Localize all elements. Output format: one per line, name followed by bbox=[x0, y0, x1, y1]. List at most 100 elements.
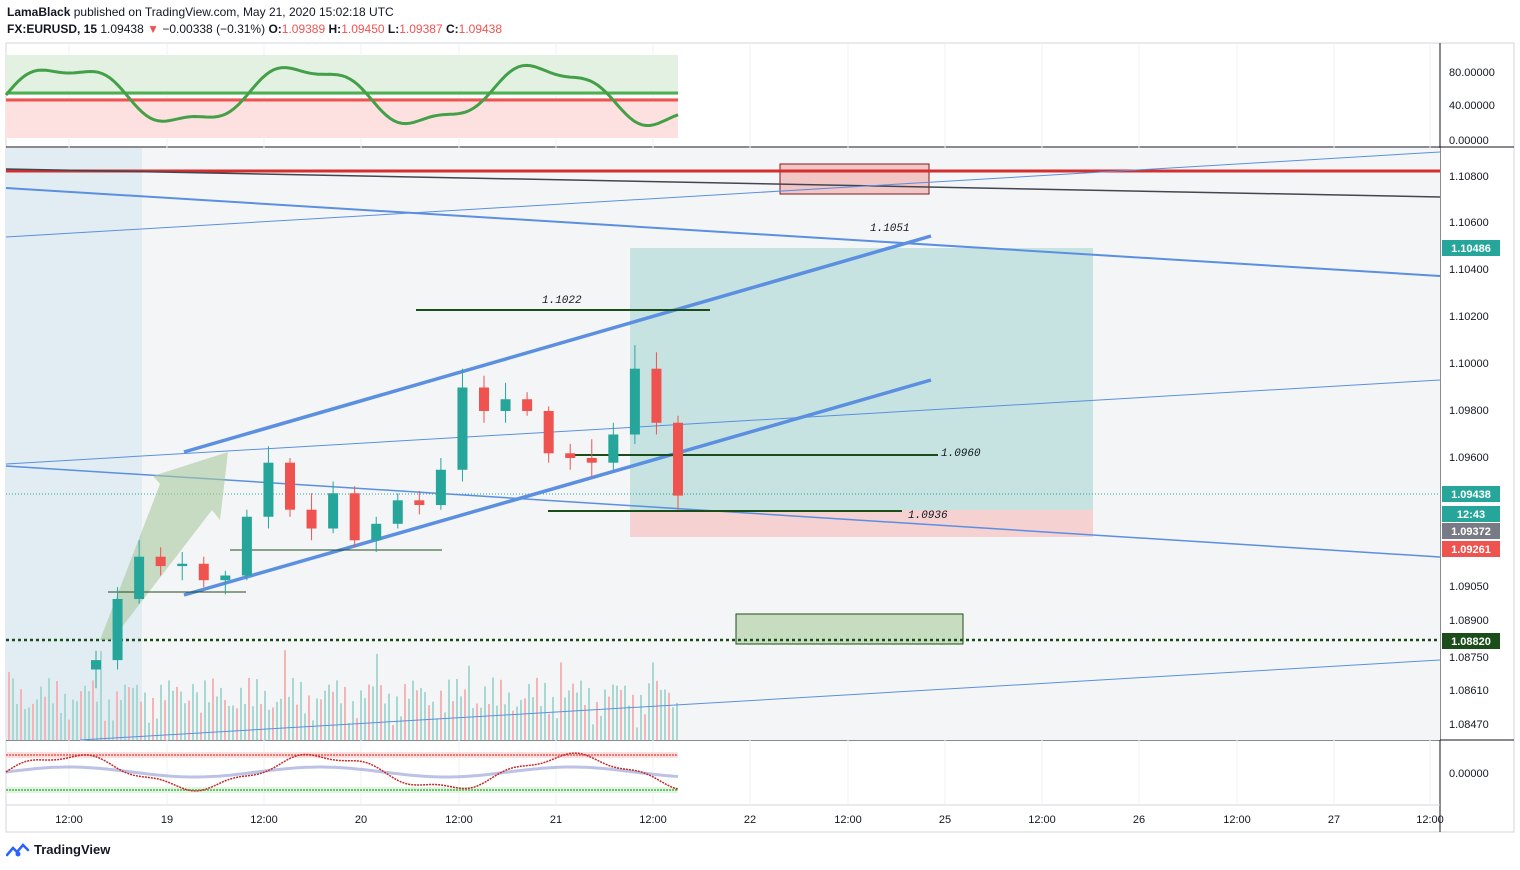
volume-bar bbox=[484, 686, 486, 740]
volume-bar bbox=[412, 680, 414, 740]
volume-bar bbox=[632, 694, 634, 740]
projection-arrow[interactable] bbox=[100, 452, 228, 640]
volume-bar bbox=[576, 692, 578, 740]
price-tick-label: 1.10000 bbox=[1449, 358, 1489, 370]
candle-body bbox=[414, 500, 425, 505]
osc-bottom-band bbox=[5, 765, 679, 779]
author-name[interactable]: LamaBlack bbox=[7, 5, 71, 19]
channel-lower[interactable] bbox=[183, 378, 932, 597]
volume-bar bbox=[288, 696, 290, 740]
price-tag-label: 1.09372 bbox=[1451, 526, 1491, 538]
time-tick-label: 12:00 bbox=[1028, 814, 1056, 826]
volume-bar bbox=[356, 718, 358, 740]
long-position-target-zone[interactable] bbox=[630, 248, 1093, 510]
candle-body bbox=[392, 500, 403, 524]
trendline-descending-upper[interactable] bbox=[5, 187, 1441, 277]
low-label: L: bbox=[387, 22, 400, 36]
price-tick-label: 1.08900 bbox=[1449, 615, 1489, 627]
volume-bar bbox=[128, 687, 130, 740]
candle-body bbox=[586, 458, 597, 463]
volume-bar bbox=[32, 703, 34, 740]
volume-bar bbox=[44, 696, 46, 740]
volume-bar bbox=[568, 690, 570, 740]
volume-bar bbox=[536, 677, 538, 740]
price-tag-bg bbox=[1442, 523, 1500, 539]
price-tick-label: 1.09800 bbox=[1449, 405, 1489, 417]
annotation-0936[interactable]: 1.0936 bbox=[908, 510, 948, 522]
candle-body bbox=[457, 387, 468, 470]
volume-bar bbox=[292, 677, 294, 740]
price-tick-label: 1.10200 bbox=[1449, 311, 1489, 323]
candle-body bbox=[155, 556, 166, 567]
price-tag-label: 12:43 bbox=[1457, 509, 1485, 521]
brand-footer[interactable]: TradingView bbox=[6, 842, 110, 857]
brand-name: TradingView bbox=[34, 842, 111, 857]
osc-top-curve bbox=[4, 63, 679, 127]
open-value: 1.09389 bbox=[281, 22, 326, 36]
trendline-ascending-bottom[interactable] bbox=[79, 659, 1441, 741]
channel-upper[interactable] bbox=[183, 234, 932, 454]
volume-bar bbox=[504, 704, 506, 740]
volume-bar bbox=[548, 713, 550, 740]
time-tick-label: 27 bbox=[1328, 814, 1340, 826]
candle-body bbox=[522, 399, 533, 411]
price-tag-label: 1.10486 bbox=[1451, 243, 1491, 255]
candle-body bbox=[651, 368, 662, 423]
volume-bar bbox=[204, 680, 206, 740]
volume-bar bbox=[640, 694, 642, 740]
long-position-stop-zone[interactable] bbox=[630, 510, 1093, 537]
price-axis[interactable]: 1.10800 1.10600 1.10400 1.10200 1.10000 1.098… bbox=[1449, 171, 1489, 731]
volume-bar bbox=[8, 672, 10, 740]
volume-bar bbox=[60, 712, 62, 740]
volume-bar bbox=[464, 689, 466, 740]
candle-body bbox=[112, 599, 123, 661]
price-tag-bg bbox=[1442, 541, 1500, 557]
volume-bar bbox=[648, 683, 650, 740]
supply-zone[interactable] bbox=[779, 163, 930, 195]
time-tick-label: 12:00 bbox=[1223, 814, 1251, 826]
volume-bar bbox=[360, 690, 362, 740]
volume-bar bbox=[160, 684, 162, 740]
price-tag-bg bbox=[1442, 633, 1500, 649]
open-label: O: bbox=[268, 22, 282, 36]
price-tick-label: 1.10400 bbox=[1449, 264, 1489, 276]
osc-top-tick-label: 0.00000 bbox=[1449, 135, 1489, 147]
volume-bar bbox=[328, 684, 330, 740]
volume-bar bbox=[252, 706, 254, 740]
volume-bar bbox=[660, 689, 662, 740]
symbol-label: FX:EURUSD, 15 bbox=[7, 22, 98, 36]
volume-bar bbox=[196, 692, 198, 740]
volume-bar bbox=[140, 701, 142, 740]
volume-bar bbox=[68, 719, 70, 740]
trendline-ascending-thin-2[interactable] bbox=[5, 379, 1441, 465]
time-tick-label: 12:00 bbox=[639, 814, 667, 826]
tradingview-logo-icon bbox=[6, 842, 30, 856]
candle-body bbox=[500, 399, 511, 411]
volume-bar bbox=[256, 679, 258, 740]
volume-bar bbox=[420, 688, 422, 740]
annotation-0960[interactable]: 1.0960 bbox=[941, 448, 981, 460]
volume-bar bbox=[652, 662, 654, 740]
candle-body bbox=[285, 462, 295, 510]
volume-bar bbox=[528, 683, 530, 740]
volume-bar bbox=[28, 707, 30, 740]
annotation-1022[interactable]: 1.1022 bbox=[542, 295, 582, 307]
trendline-ascending-thin-1[interactable] bbox=[5, 151, 1441, 238]
time-axis[interactable]: 12:00 19 12:00 20 12:00 21 12:00 22 12:00 25 12:00… bbox=[55, 814, 1444, 826]
price-candles bbox=[91, 345, 683, 689]
volume-bar bbox=[216, 696, 218, 740]
volume-bar bbox=[284, 650, 286, 740]
volume-bars bbox=[8, 650, 678, 740]
volume-bar bbox=[244, 703, 246, 740]
time-tick-label: 12:00 bbox=[445, 814, 473, 826]
volume-bar bbox=[212, 678, 214, 740]
trendline-dark[interactable] bbox=[5, 168, 1441, 198]
volume-bar bbox=[396, 696, 398, 740]
volume-bar bbox=[88, 691, 90, 740]
price-tag-bg bbox=[1442, 240, 1500, 256]
price-tick-label: 1.10800 bbox=[1449, 171, 1489, 183]
volume-bar bbox=[620, 689, 622, 740]
annotation-1051[interactable]: 1.1051 bbox=[870, 223, 910, 235]
volume-bar bbox=[352, 701, 354, 740]
